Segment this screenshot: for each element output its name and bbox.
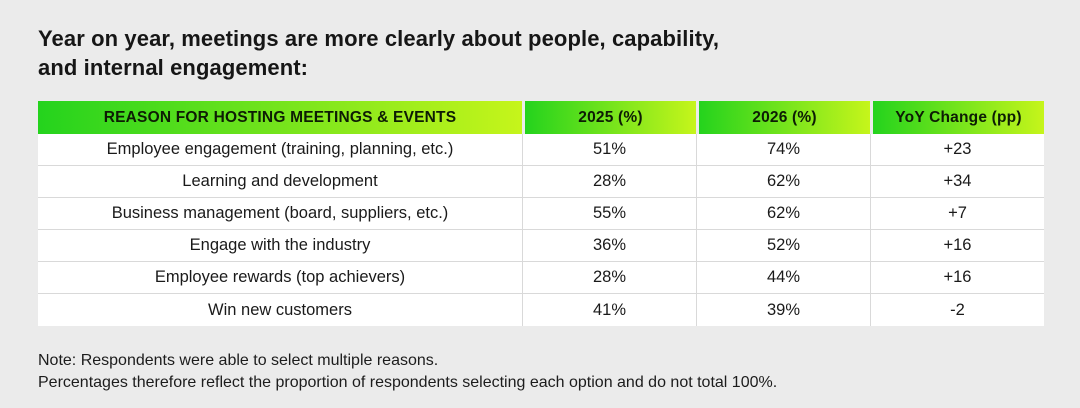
cell-2025: 55% [522, 198, 696, 230]
cell-reason: Employee rewards (top achievers) [38, 262, 522, 294]
cell-2026: 39% [696, 294, 870, 326]
footnote-line-2: Percentages therefore reflect the propor… [38, 374, 778, 391]
cell-yoy-change: +34 [870, 166, 1044, 198]
cell-2026: 74% [696, 134, 870, 166]
cell-yoy-change: -2 [870, 294, 1044, 326]
column-header-yoy-change: YoY Change (pp) [870, 101, 1044, 134]
page-title-line-1: Year on year, meetings are more clearly … [38, 26, 720, 51]
column-header-reason: REASON FOR HOSTING MEETINGS & EVENTS [38, 101, 522, 134]
meetings-reasons-table: REASON FOR HOSTING MEETINGS & EVENTS 202… [38, 101, 1044, 326]
cell-reason: Business management (board, suppliers, e… [38, 198, 522, 230]
cell-reason: Engage with the industry [38, 230, 522, 262]
cell-yoy-change: +7 [870, 198, 1044, 230]
table-row: Employee rewards (top achievers) 28% 44% +1… [38, 262, 1044, 294]
table-row: Win new customers 41% 39% -2 [38, 294, 1044, 326]
cell-2026: 62% [696, 198, 870, 230]
cell-2025: 28% [522, 262, 696, 294]
cell-reason: Win new customers [38, 294, 522, 326]
table-row: Engage with the industry 36% 52% +16 [38, 230, 1044, 262]
column-header-2026: 2026 (%) [696, 101, 870, 134]
cell-reason: Learning and development [38, 166, 522, 198]
cell-yoy-change: +16 [870, 262, 1044, 294]
cell-2025: 28% [522, 166, 696, 198]
cell-2025: 51% [522, 134, 696, 166]
footnote: Note: Respondents were able to select mu… [38, 350, 1042, 394]
page-title: Year on year, meetings are more clearly … [38, 24, 1042, 82]
cell-2026: 62% [696, 166, 870, 198]
cell-2025: 41% [522, 294, 696, 326]
table-body: Employee engagement (training, planning,… [38, 134, 1044, 326]
column-header-2025: 2025 (%) [522, 101, 696, 134]
cell-yoy-change: +16 [870, 230, 1044, 262]
table-row: Learning and development 28% 62% +34 [38, 166, 1044, 198]
cell-yoy-change: +23 [870, 134, 1044, 166]
cell-2026: 52% [696, 230, 870, 262]
page-title-line-2: and internal engagement: [38, 55, 309, 80]
cell-2025: 36% [522, 230, 696, 262]
footnote-line-1: Note: Respondents were able to select mu… [38, 352, 439, 369]
table-row: Business management (board, suppliers, e… [38, 198, 1044, 230]
cell-reason: Employee engagement (training, planning,… [38, 134, 522, 166]
table-header-row: REASON FOR HOSTING MEETINGS & EVENTS 202… [38, 101, 1044, 134]
table-row: Employee engagement (training, planning,… [38, 134, 1044, 166]
cell-2026: 44% [696, 262, 870, 294]
